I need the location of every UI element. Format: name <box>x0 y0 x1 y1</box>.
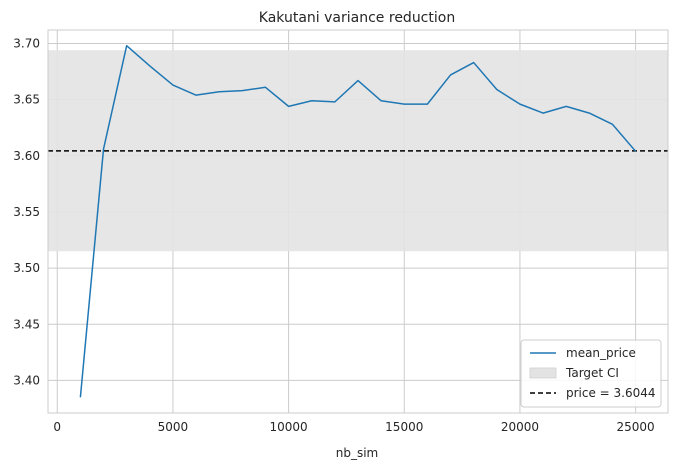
x-tick-label: 15000 <box>385 420 423 434</box>
legend-swatch-patch <box>529 367 557 379</box>
legend-box <box>520 339 662 408</box>
x-tick-label: 5000 <box>158 420 189 434</box>
legend-item-target-ci: Target CI <box>529 366 619 380</box>
y-tick-label: 3.70 <box>13 36 40 50</box>
y-tick-label: 3.55 <box>13 205 40 219</box>
legend-label: Target CI <box>565 366 619 380</box>
x-tick-label: 10000 <box>270 420 308 434</box>
chart-title: Kakutani variance reduction <box>259 10 455 26</box>
tick-labels: 0 5000 10000 15000 20000 25000 3.40 3.45 3.50 3.5… <box>13 36 654 434</box>
x-tick-label: 0 <box>53 420 61 434</box>
y-tick-label: 3.50 <box>13 261 40 275</box>
legend-item-mean-price: mean_price <box>530 346 636 360</box>
y-tick-label: 3.60 <box>13 149 40 163</box>
x-axis-label: nb_sim <box>336 446 379 460</box>
x-tick-label: 25000 <box>617 420 655 434</box>
y-tick-label: 3.45 <box>13 317 40 331</box>
x-tick-label: 20000 <box>501 420 539 434</box>
legend-item-price: price = 3.6044 <box>530 386 656 400</box>
legend-label: mean_price <box>566 346 636 360</box>
legend-label: price = 3.6044 <box>566 386 656 400</box>
legend: mean_price Target CI price = 3.6044 <box>520 339 662 408</box>
y-tick-label: 3.40 <box>13 373 40 387</box>
plot-border <box>47 29 669 414</box>
y-tick-label: 3.65 <box>13 93 40 107</box>
series-layer <box>79 44 637 398</box>
